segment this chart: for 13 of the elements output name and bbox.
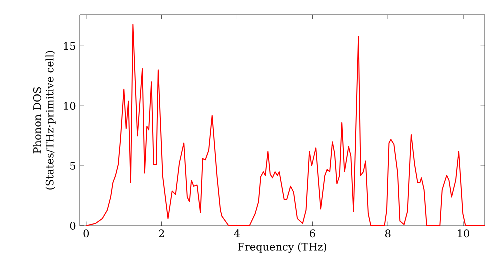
y-axis-title: Phonon DOS (States/THz·primitive cell) [33,51,56,190]
x-tick-label: 2 [159,230,164,238]
y-tick-label: 10 [64,102,76,110]
x-tick-label: 8 [385,230,391,238]
x-axis-title: Frequency (THz) [238,242,327,254]
y-tick-label: 15 [64,42,76,50]
x-tick-label: 6 [310,230,316,238]
x-tick-label: 4 [234,230,240,238]
y-tick-label: 5 [70,162,76,170]
x-tick-label: 0 [84,230,90,238]
line-series [86,24,486,226]
y-tick-label: 0 [70,222,76,230]
x-tick-label: 10 [458,230,470,238]
